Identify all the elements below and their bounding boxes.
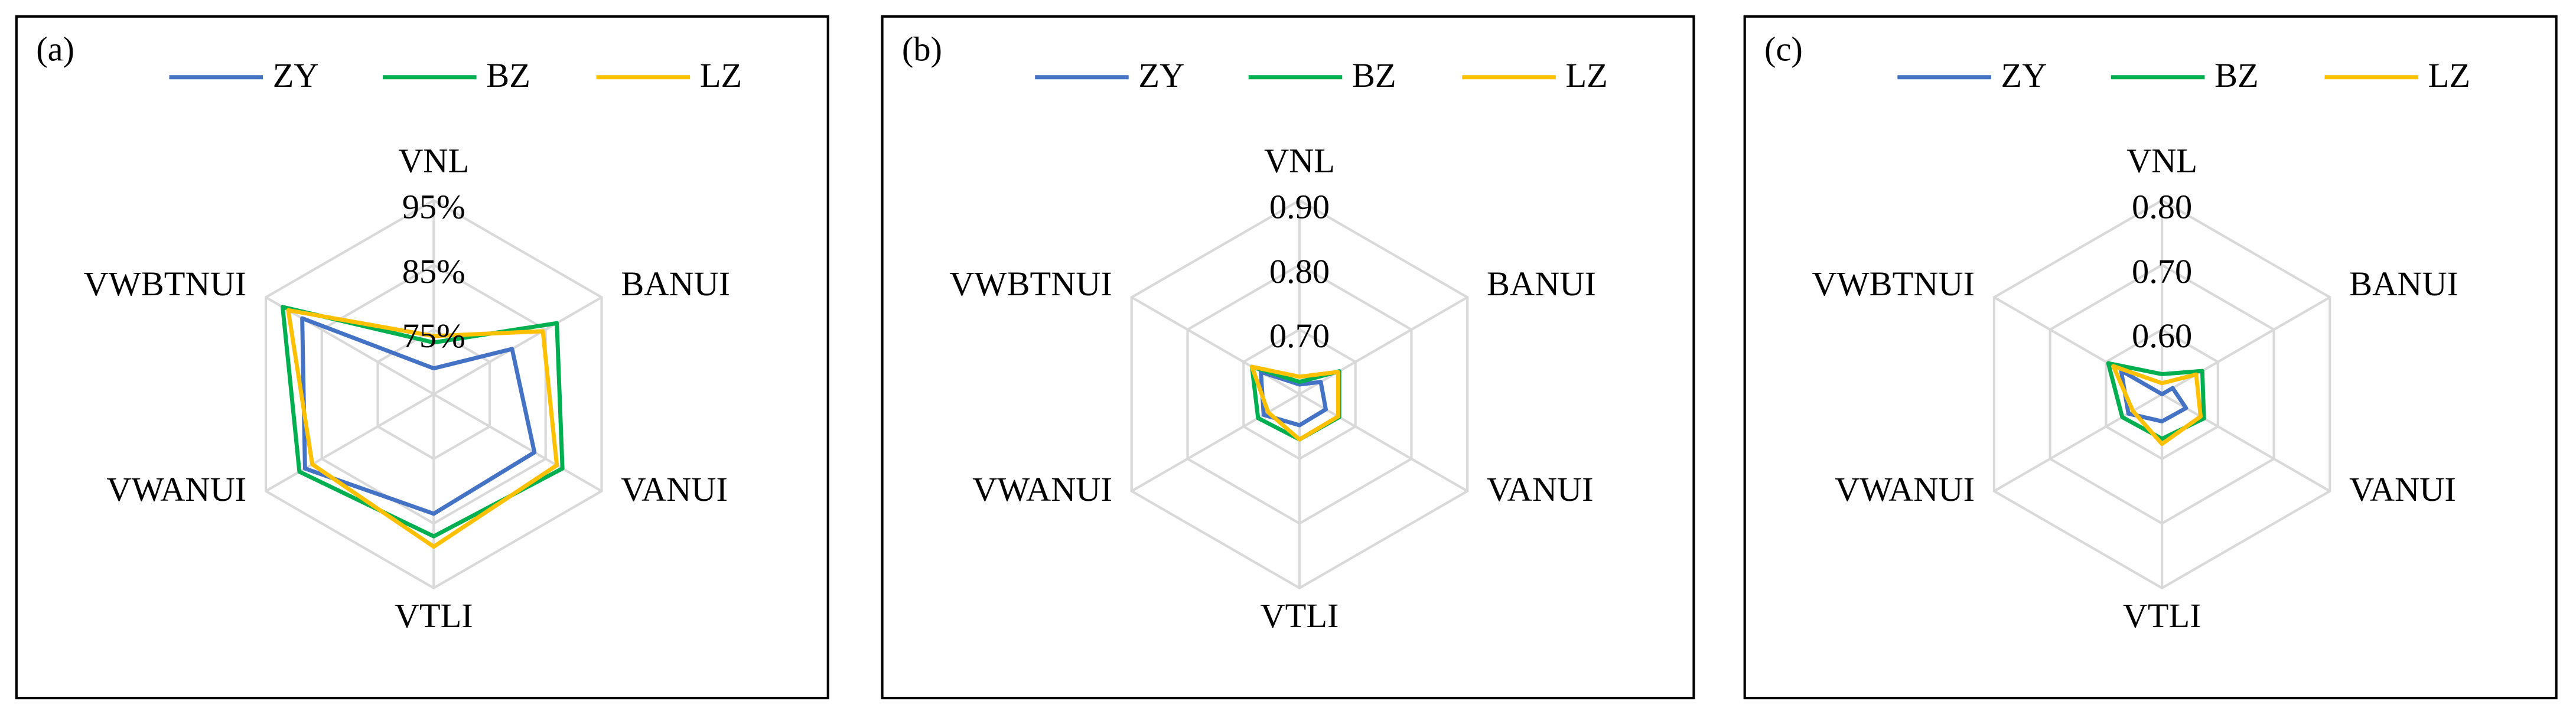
legend-label: LZ bbox=[1566, 56, 1608, 94]
series-line bbox=[2111, 364, 2203, 446]
legend-label: ZY bbox=[273, 56, 319, 94]
spoke bbox=[433, 296, 603, 396]
r-tick-label: 95% bbox=[402, 187, 465, 226]
legend-label: ZY bbox=[2001, 56, 2047, 94]
spoke bbox=[1131, 393, 1301, 493]
legend-label: ZY bbox=[1138, 56, 1184, 94]
category-label: VNL bbox=[398, 142, 469, 180]
panel-frame bbox=[881, 15, 1695, 700]
r-tick-label: 85% bbox=[402, 252, 465, 291]
category-label: VTLI bbox=[2123, 596, 2202, 635]
category-label: VANUI bbox=[1487, 470, 1594, 508]
spoke bbox=[1131, 296, 1301, 396]
category-label: VNL bbox=[2126, 142, 2197, 180]
category-label: VWANUI bbox=[972, 470, 1112, 508]
spoke bbox=[1298, 296, 1468, 396]
r-tick-label: 0.80 bbox=[2132, 187, 2192, 226]
category-label: BANUI bbox=[1487, 265, 1596, 303]
spoke bbox=[265, 296, 435, 396]
category-label: VWANUI bbox=[106, 470, 246, 508]
r-tick-label: 0.70 bbox=[2132, 252, 2192, 291]
legend-label: LZ bbox=[2428, 56, 2470, 94]
category-label: VWANUI bbox=[1835, 470, 1975, 508]
spoke bbox=[265, 393, 435, 493]
category-label: VWBTNUI bbox=[84, 265, 247, 303]
legend-label: BZ bbox=[1352, 56, 1396, 94]
panel-label: (a) bbox=[36, 30, 74, 68]
series-line bbox=[1259, 370, 1328, 428]
category-label: VANUI bbox=[621, 470, 728, 508]
legend-label: LZ bbox=[700, 56, 742, 94]
category-label: VWBTNUI bbox=[949, 265, 1112, 303]
category-label: BANUI bbox=[2349, 265, 2458, 303]
spoke bbox=[2161, 393, 2331, 493]
panel-frame bbox=[1743, 15, 2558, 700]
category-label: VNL bbox=[1264, 142, 1335, 180]
category-label: VTLI bbox=[395, 596, 473, 635]
spoke bbox=[1993, 393, 2163, 493]
panel-label: (c) bbox=[1764, 30, 1803, 68]
category-label: VWBTNUI bbox=[1812, 265, 1975, 303]
category-label: BANUI bbox=[621, 265, 730, 303]
category-label: VTLI bbox=[1260, 596, 1339, 635]
series-line bbox=[1249, 364, 1340, 442]
r-tick-label: 75% bbox=[402, 317, 465, 355]
series-line bbox=[2106, 361, 2206, 441]
series-line bbox=[286, 308, 559, 549]
legend-label: BZ bbox=[2214, 56, 2259, 94]
legend-label: BZ bbox=[486, 56, 530, 94]
series-line bbox=[280, 305, 565, 539]
panel-frame bbox=[15, 15, 829, 700]
series-line bbox=[300, 316, 537, 516]
r-tick-label: 0.80 bbox=[1269, 252, 1330, 291]
r-tick-label: 0.60 bbox=[2132, 317, 2192, 355]
category-label: VANUI bbox=[2349, 470, 2456, 508]
r-tick-label: 0.70 bbox=[1269, 317, 1330, 355]
panel-label: (b) bbox=[902, 30, 942, 68]
r-tick-label: 0.90 bbox=[1269, 187, 1330, 226]
spoke bbox=[433, 393, 603, 493]
